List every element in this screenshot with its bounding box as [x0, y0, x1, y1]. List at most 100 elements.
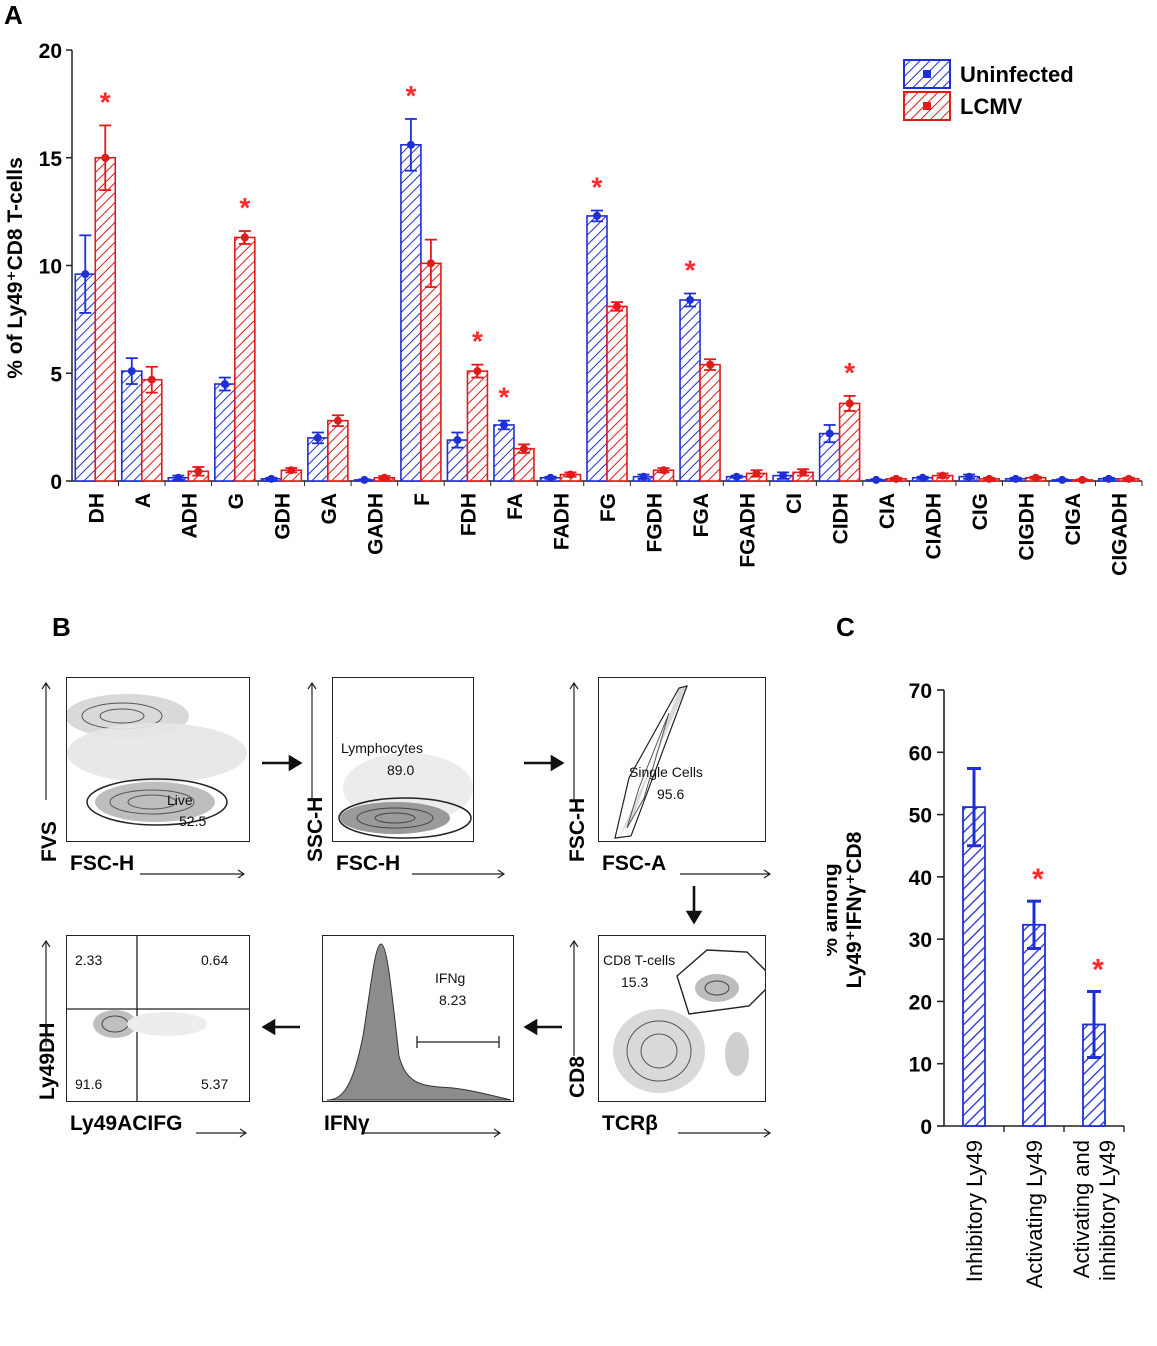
mean-marker: [613, 302, 621, 311]
mean-marker: [799, 468, 808, 477]
significance-star: *: [844, 357, 855, 388]
chart-a-x-tick-label: CIDH: [830, 493, 853, 544]
flow-plot-lymphocytes: Lymphocytes 89.0: [332, 677, 474, 842]
flow-quadrant-ul: 2.33: [75, 952, 103, 968]
mean-marker: [639, 472, 648, 481]
mean-marker: [1058, 475, 1067, 484]
mean-marker: [1104, 474, 1113, 483]
chart-c-y-tick-label: 40: [909, 867, 932, 890]
panel-letter-a: A: [4, 0, 23, 30]
mean-marker: [519, 444, 528, 453]
mean-marker: [918, 473, 927, 482]
chart-c-x-tick-label: Activating and: [1069, 1140, 1094, 1278]
mean-marker: [426, 259, 435, 268]
chart-a-x-tick-label: CIGADH: [1109, 493, 1132, 576]
bar-lcmv-ga: [327, 419, 349, 482]
bar-c-0: [962, 806, 986, 1127]
bar-lcmv-cidh: [838, 402, 861, 482]
flow-plot-live: Live 52.5: [66, 677, 250, 842]
chart-a-x-tick-label: DH: [85, 493, 108, 523]
mean-marker: [965, 472, 974, 481]
flow-gate-lymphocytes-value: 89.0: [387, 762, 415, 778]
mean-marker: [546, 473, 555, 482]
flow-plot-ifng: IFNg 8.23: [322, 935, 514, 1102]
mean-marker: [825, 429, 834, 438]
mean-marker: [872, 475, 881, 484]
mean-marker: [1031, 473, 1040, 482]
chart-a-y-tick-label: 20: [39, 40, 62, 63]
flow-gate-ifng-value: 8.23: [439, 992, 467, 1008]
flow-gate-single-cells-label: Single Cells: [629, 764, 703, 780]
chart-c-y-axis-label-line1: % among: [827, 863, 842, 956]
chart-a-x-tick-label: FGADH: [737, 493, 760, 568]
mean-marker: [845, 399, 854, 408]
chart-c-y-tick-label: 70: [909, 680, 932, 703]
significance-star: *: [499, 382, 510, 413]
bar-uninfected-fa: [493, 424, 515, 482]
significance-star: *: [239, 192, 250, 223]
legend-marker-uninfected: [923, 70, 931, 78]
chart-a-x-tick-label: GADH: [364, 493, 387, 555]
legend-label-lcmv: LCMV: [960, 94, 1023, 119]
chart-a-x-tick-label: CI: [783, 493, 806, 514]
mean-marker: [593, 211, 601, 220]
significance-star: *: [472, 326, 483, 357]
flow-plot-cd8: CD8 T-cells 15.3: [598, 935, 766, 1102]
flow-p2-y-label: SSC-H: [304, 796, 327, 862]
mean-marker: [380, 473, 389, 482]
flow-gate-cd8-label: CD8 T-cells: [603, 952, 676, 968]
flow-plot-ly49: 2.33 0.64 91.6 5.37: [66, 935, 250, 1102]
bar-uninfected-g: [214, 383, 236, 482]
flow-quadrant-lr: 5.37: [201, 1076, 229, 1092]
mean-marker: [892, 474, 901, 483]
flow-gate-single-cells-value: 95.6: [657, 786, 685, 802]
chart-a-x-tick-label: FA: [504, 493, 527, 520]
mean-marker: [499, 420, 508, 429]
significance-star: *: [685, 255, 696, 286]
chart-a: 0 5 10 15 20 DH * A ADH G * GDH GA GADH F * FDH * FA * FADH…: [4, 40, 1143, 576]
mean-marker: [566, 470, 575, 479]
chart-a-y-tick-label: 0: [50, 471, 62, 494]
chart-c-x-tick-label: inhibitory Ly49: [1095, 1140, 1120, 1281]
mean-marker: [1011, 474, 1020, 483]
mean-marker: [938, 471, 947, 480]
chart-c-y-tick-label: 0: [920, 1116, 932, 1139]
mean-marker: [360, 475, 369, 484]
chart-a-x-tick-label: FGA: [690, 493, 713, 537]
flow-p1-x-label: FSC-H: [70, 852, 135, 875]
chart-a-x-tick-label: FGDH: [644, 493, 667, 553]
mean-marker: [406, 140, 415, 149]
bar-uninfected-ga: [307, 437, 329, 482]
flow-gate-cd8-value: 15.3: [621, 974, 649, 990]
bar-uninfected-a: [120, 370, 143, 482]
flow-gate-ifng-label: IFNg: [435, 970, 466, 986]
mean-marker: [174, 473, 183, 482]
mean-marker: [267, 474, 276, 483]
bar-lcmv-a: [140, 378, 163, 482]
mean-marker: [220, 380, 229, 389]
chart-c: 0 10 20 30 40 50 60 70 Inhibitory Ly49 * Activati…: [827, 680, 1125, 1288]
mean-marker: [287, 466, 296, 475]
significance-star: *: [1032, 863, 1044, 896]
chart-a-x-tick-label: FADH: [550, 493, 573, 550]
chart-a-y-tick-label: 5: [50, 363, 62, 386]
mean-marker: [81, 270, 90, 279]
significance-star: *: [405, 80, 416, 111]
flow-p4-y-label: CD8: [566, 1055, 589, 1098]
bar-lcmv-fdh: [466, 370, 489, 482]
mean-marker: [333, 416, 342, 425]
significance-star: *: [592, 172, 603, 203]
flow-p6-x-label: Ly49ACIFG: [70, 1112, 183, 1135]
mean-marker: [1124, 474, 1133, 483]
chart-a-x-tick-label: CIG: [969, 493, 992, 530]
flow-p2-x-label: FSC-H: [336, 852, 401, 875]
bar-uninfected-f: [400, 144, 422, 482]
flow-p6-y-label: Ly49DH: [36, 1022, 59, 1100]
mean-marker: [706, 360, 715, 369]
flow-plot-single-cells: Single Cells 95.6: [598, 677, 766, 842]
chart-a-x-tick-label: CIADH: [923, 493, 946, 560]
bar-uninfected-fg: [586, 215, 608, 482]
mean-marker: [147, 375, 156, 384]
legend-label-uninfected: Uninfected: [960, 62, 1074, 87]
panel-letter-c: C: [836, 612, 855, 642]
